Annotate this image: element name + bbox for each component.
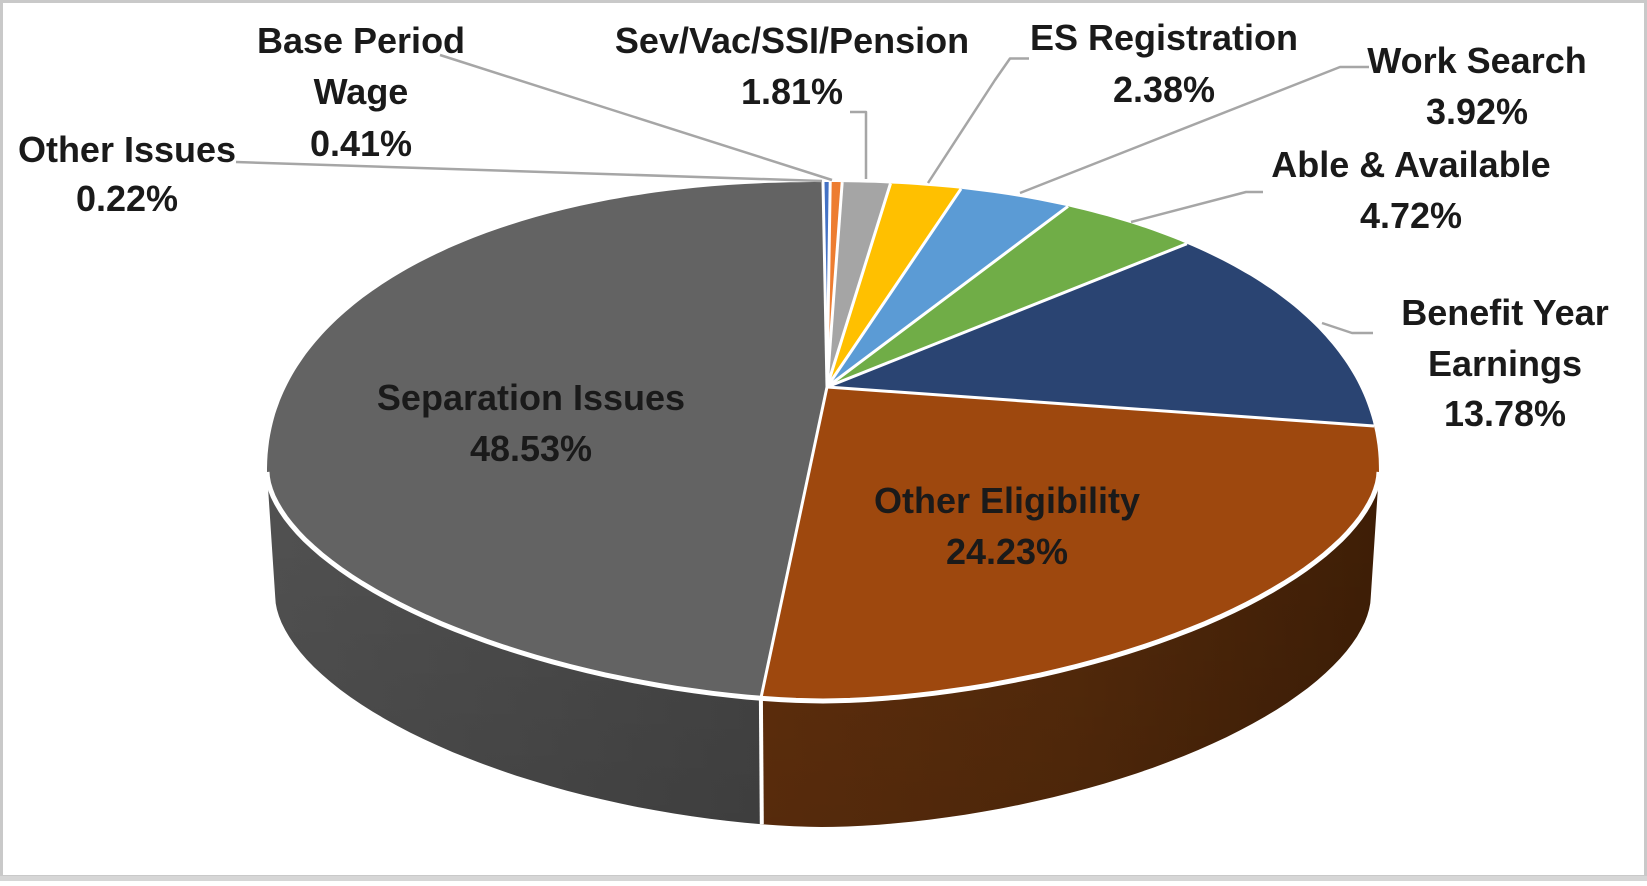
svg-text:24.23%: 24.23% (946, 531, 1068, 572)
svg-text:4.72%: 4.72% (1360, 195, 1462, 236)
svg-text:2.38%: 2.38% (1113, 69, 1215, 110)
svg-text:Work Search: Work Search (1367, 40, 1586, 81)
svg-text:Other Eligibility: Other Eligibility (874, 480, 1140, 521)
svg-text:Sev/Vac/SSI/Pension: Sev/Vac/SSI/Pension (615, 20, 969, 61)
svg-text:Other Issues: Other Issues (18, 129, 236, 170)
svg-text:0.41%: 0.41% (310, 123, 412, 164)
svg-text:Able & Available: Able & Available (1271, 144, 1550, 185)
svg-text:13.78%: 13.78% (1444, 393, 1566, 434)
svg-text:Separation Issues: Separation Issues (377, 377, 685, 418)
svg-text:48.53%: 48.53% (470, 428, 592, 469)
svg-text:Earnings: Earnings (1428, 343, 1582, 384)
svg-text:Base Period: Base Period (257, 20, 465, 61)
svg-text:Wage: Wage (314, 71, 409, 112)
svg-text:0.22%: 0.22% (76, 178, 178, 219)
svg-text:1.81%: 1.81% (741, 71, 843, 112)
svg-text:3.92%: 3.92% (1426, 91, 1528, 132)
svg-text:Benefit Year: Benefit Year (1401, 292, 1608, 333)
svg-text:ES Registration: ES Registration (1030, 17, 1298, 58)
